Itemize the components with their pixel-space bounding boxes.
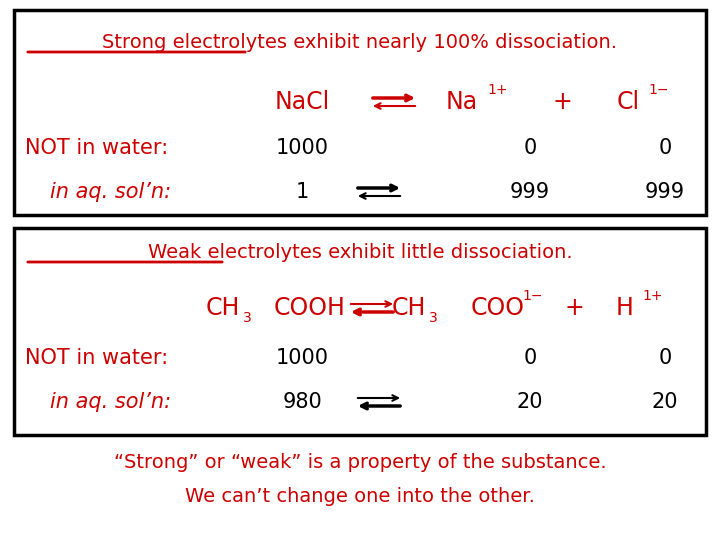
Text: 999: 999 [510,182,550,202]
Text: H: H [616,296,634,320]
Text: CH: CH [206,296,240,320]
Text: 1+: 1+ [642,289,662,303]
Bar [14,228,706,435]
Text: 1+: 1+ [487,83,508,97]
Text: Strong electrolytes exhibit nearly 100% dissociation.: Strong electrolytes exhibit nearly 100% … [102,32,618,51]
Text: 980: 980 [282,392,322,412]
Text: 1−: 1− [522,289,542,303]
Text: 0: 0 [523,138,536,158]
Text: 20: 20 [652,392,678,412]
Text: COOH: COOH [274,296,346,320]
Text: Na: Na [446,90,478,114]
Text: 0: 0 [658,348,672,368]
Text: 3: 3 [429,311,438,325]
Text: in aq. sol’n:: in aq. sol’n: [50,182,171,202]
Text: 20: 20 [517,392,544,412]
Text: NaCl: NaCl [274,90,330,114]
Bar [14,10,706,215]
Text: in aq. sol’n:: in aq. sol’n: [50,392,171,412]
Text: NOT in water:: NOT in water: [25,138,168,158]
Text: CH: CH [392,296,426,320]
Text: COO: COO [471,296,525,320]
Text: NOT in water:: NOT in water: [25,348,168,368]
Text: We can’t change one into the other.: We can’t change one into the other. [185,488,535,507]
Text: 1000: 1000 [276,348,328,368]
Text: Weak electrolytes exhibit little dissociation.: Weak electrolytes exhibit little dissoci… [148,242,572,261]
Text: +: + [564,296,584,320]
Text: 0: 0 [658,138,672,158]
Text: Cl: Cl [616,90,639,114]
Text: +: + [552,90,572,114]
Text: “Strong” or “weak” is a property of the substance.: “Strong” or “weak” is a property of the … [114,454,606,472]
Text: 3: 3 [243,311,252,325]
Text: 999: 999 [645,182,685,202]
Text: 1−: 1− [648,83,668,97]
Text: 1000: 1000 [276,138,328,158]
Text: 0: 0 [523,348,536,368]
Text: 1: 1 [295,182,309,202]
